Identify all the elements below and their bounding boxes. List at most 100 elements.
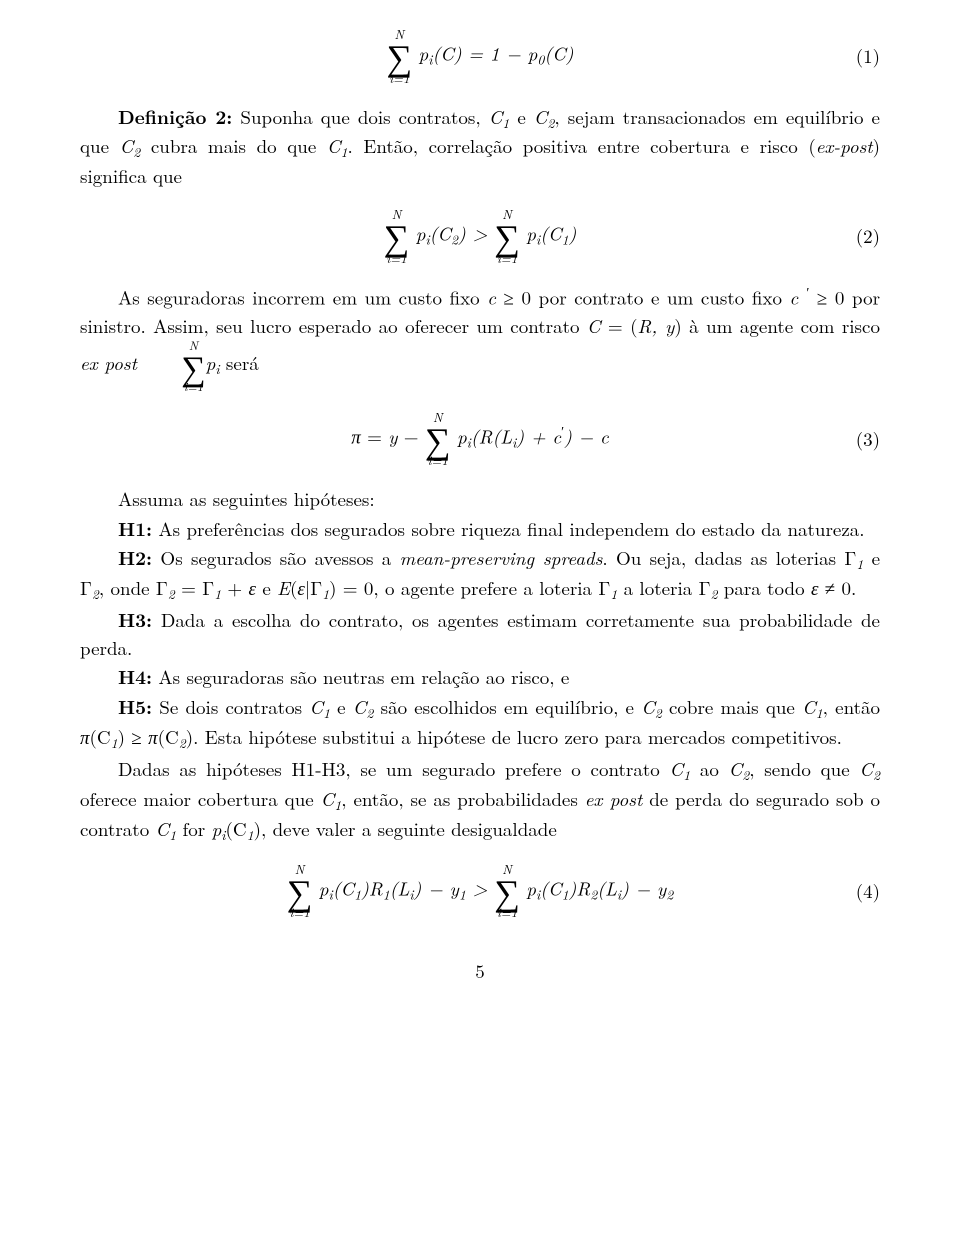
h5-pc2: (C (158, 723, 179, 750)
h4-paragraph: H4: As seguradoras são neutras em relaçã… (80, 663, 880, 691)
p2-expost: ex post (80, 349, 137, 376)
h2-eps: ε (249, 574, 257, 601)
sub-1b: 1 (341, 143, 348, 162)
eq4-c1a: (C (333, 874, 354, 901)
def2-c2b: C (120, 132, 134, 159)
sub-1b: 1 (816, 703, 823, 722)
sigma-icon: N ∑ i=1 (494, 208, 520, 265)
p3-close: ), deve valer a seguinte desigualdade (254, 815, 557, 842)
p3-t3: oferece maior cobertura que (80, 785, 321, 812)
def2-expost: ex-post (816, 132, 873, 159)
h2-where: , onde Γ (99, 574, 168, 601)
sub-1d: 1 (562, 884, 569, 903)
page-content: N ∑ i=1 pi(C) = 1 − p0(C) (1) Definição … (0, 0, 960, 1025)
sigma-icon: N ∑ i=1 (384, 208, 410, 265)
sub-2: 2 (92, 584, 99, 603)
eq2-gt: ) > (458, 219, 494, 246)
h5-c2: C (353, 693, 367, 720)
p3-t1: Dadas as hipóteses H1-H3, se um segurado… (118, 755, 670, 782)
sub-1b: 1 (383, 884, 390, 903)
p3-expost: ex post (585, 785, 643, 812)
sub-2b: 2 (655, 703, 662, 722)
p3-c1c: C (156, 815, 170, 842)
equation-2: N ∑ i=1 pi(C2) > N ∑ i=1 pi(C1) (2) (80, 208, 880, 265)
final-paragraph: Dadas as hipóteses H1-H3, se um segurado… (80, 755, 880, 845)
h3-paragraph: H3: Dada a escolha do contrato, os agent… (80, 606, 880, 661)
h2-plus: + (221, 574, 248, 601)
eq3-RL: (R(L (471, 422, 512, 449)
sum-lower: i=1 (143, 380, 205, 392)
h5-t3: cobre mais que (662, 693, 802, 720)
sigma-icon: N ∑ i=1 (425, 411, 451, 468)
h5-label: H5: (118, 692, 152, 720)
sum-lower: i=1 (384, 252, 410, 265)
hypotheses-intro: Assuma as seguintes hipóteses: (80, 485, 880, 513)
p2-R: R, y (638, 312, 675, 339)
h5-c1b: C (802, 693, 816, 720)
sigma-symbol: ∑ (386, 41, 412, 72)
h5-c2b: C (641, 693, 655, 720)
eq2-p2: p (526, 219, 536, 246)
p3-ao: ao (690, 755, 729, 782)
p3-c2: C (729, 755, 743, 782)
p2-C: C (587, 312, 601, 339)
def2-t3: cubra mais do que (140, 132, 327, 159)
eq3-close: ) − c (564, 422, 609, 449)
h1-text: As preferências dos segurados sobre riqu… (152, 515, 864, 542)
def2-c2: C (534, 103, 548, 130)
p3-t4: , então, se as probabilidades (341, 785, 585, 812)
sub-2b: 2 (168, 584, 175, 603)
p2-eq: = ( (601, 312, 638, 339)
h2-t1: Os segurados são avessos a (152, 544, 400, 571)
h2-E: E (277, 574, 290, 601)
sub-1c: 1 (111, 733, 118, 752)
definition-2-paragraph: Definição 2: Suponha que dois contratos,… (80, 103, 880, 190)
eq3-number: (3) (609, 425, 880, 453)
eq4-c1b: (C (540, 874, 561, 901)
eq1-number: (1) (574, 42, 880, 70)
eq4-gt: > (466, 874, 494, 901)
eq4-p1: p (319, 874, 329, 901)
def2-c1: C (489, 103, 503, 130)
eq4-math: N ∑ i=1 pi(C1)R1(Li) − y1 > N ∑ i=1 pi(C… (287, 863, 674, 920)
equation-4: N ∑ i=1 pi(C1)R1(Li) − y1 > N ∑ i=1 pi(C… (80, 863, 880, 920)
eq3-pi: π (351, 422, 361, 449)
eq2-c2: (C (430, 219, 451, 246)
sigma-symbol: ∑ (143, 351, 205, 380)
equation-3: π = y − N ∑ i=1 pi(R(Li) + c′) − c (3) (80, 411, 880, 468)
eq4-p2: p (526, 874, 536, 901)
eq4-number: (4) (673, 877, 880, 905)
p2-pi: p (206, 349, 216, 376)
sigma-icon: N ∑ i=1 (494, 863, 520, 920)
eq4-L1: (L (390, 874, 410, 901)
sigma-icon: N ∑ i=1 (287, 863, 313, 920)
insurers-paragraph: As seguradoras incorrem em um custo fixo… (80, 282, 880, 392)
sum-lower: i=1 (494, 906, 520, 919)
sigma-symbol: ∑ (494, 221, 520, 252)
page-number: 5 (80, 957, 880, 985)
h5-paragraph: H5: Se dois contratos C1 e C2 são escolh… (80, 693, 880, 753)
p2-sera: será (220, 349, 259, 376)
eq4-y2: ) − y (621, 874, 666, 901)
eq3-minus: − (397, 422, 424, 449)
eq3-p: p (457, 422, 467, 449)
sum-lower: i=1 (494, 252, 520, 265)
sum-lower: i=1 (287, 906, 313, 919)
h5-c1: C (309, 693, 323, 720)
h2-close: ) = 0, o agente prefere a loteria Γ (329, 574, 610, 601)
sub-2c: 2 (179, 733, 186, 752)
h5-and: e (330, 693, 353, 720)
sub-1c: 1 (459, 884, 466, 903)
h2-andE: e (256, 574, 277, 601)
h2-eq: = Γ (175, 574, 214, 601)
h1-label: H1: (118, 514, 152, 542)
h5-t2: são escolhidos em equilíbrio, e (373, 693, 641, 720)
p3-c1b: C (321, 785, 335, 812)
sub-1: 1 (323, 703, 330, 722)
h5-pi1: π (80, 723, 90, 750)
eq4-y1: ) − y (414, 874, 459, 901)
p2-t2: ) à um agente com risco (674, 312, 880, 339)
h2-para: para todo (717, 574, 810, 601)
p3-pc1: (C (225, 815, 246, 842)
equation-1: N ∑ i=1 pi(C) = 1 − p0(C) (1) (80, 28, 880, 85)
